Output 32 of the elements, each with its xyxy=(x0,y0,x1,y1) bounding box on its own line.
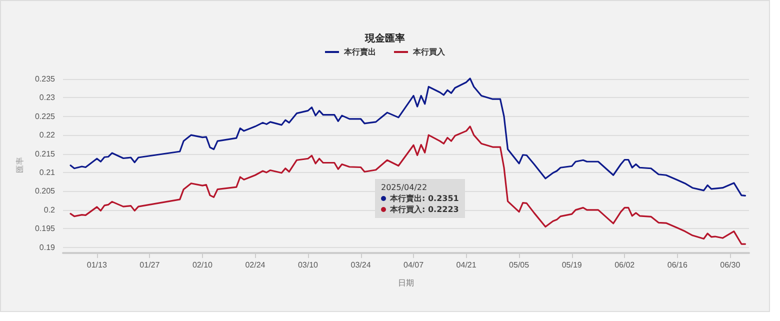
legend-label: 本行賣出 xyxy=(343,48,376,56)
y-tick-label: 0.21 xyxy=(39,168,56,177)
x-tick-label: 05/05 xyxy=(509,260,530,270)
x-tick-label: 02/24 xyxy=(245,260,266,270)
line-series xyxy=(70,126,746,245)
y-tick-label: 0.235 xyxy=(34,74,56,84)
annotation: 2025/04/22 xyxy=(381,182,428,193)
chart-title: 現金匯率 xyxy=(364,32,405,44)
x-tick-label: 04/07 xyxy=(404,260,424,270)
x-tick-label: 06/16 xyxy=(667,260,688,270)
y-tick-label: 0.215 xyxy=(34,149,56,158)
x-tick-label: 01/13 xyxy=(86,260,108,270)
x-tick-label: 03/10 xyxy=(298,260,319,270)
y-tick-label: 0.2 xyxy=(44,205,56,214)
x-tick-label: 06/02 xyxy=(614,260,636,270)
y-tick-label: 0.225 xyxy=(34,112,56,121)
x-tick-label: 05/19 xyxy=(562,260,582,270)
x-tick-label: 01/27 xyxy=(140,260,160,270)
x-axis-title: 日期 xyxy=(398,278,414,288)
y-tick-label: 0.19 xyxy=(39,242,56,252)
y-tick-label: 0.22 xyxy=(39,130,56,140)
annotation: 本行買入: 0.2223 xyxy=(390,205,459,214)
x-tick-label: 06/30 xyxy=(720,260,741,270)
annotation: 本行賣出: 0.2351 xyxy=(390,194,459,203)
x-tick-label: 02/10 xyxy=(192,260,214,270)
y-axis-title: 匯率 xyxy=(16,157,25,173)
legend-label: 本行買入 xyxy=(412,48,446,56)
y-tick-label: 0.195 xyxy=(34,224,56,234)
y-tick-label: 0.205 xyxy=(34,186,56,196)
x-tick-label: 03/24 xyxy=(350,260,372,270)
x-tick-label: 04/21 xyxy=(456,260,477,270)
y-tick-label: 0.23 xyxy=(39,93,56,102)
